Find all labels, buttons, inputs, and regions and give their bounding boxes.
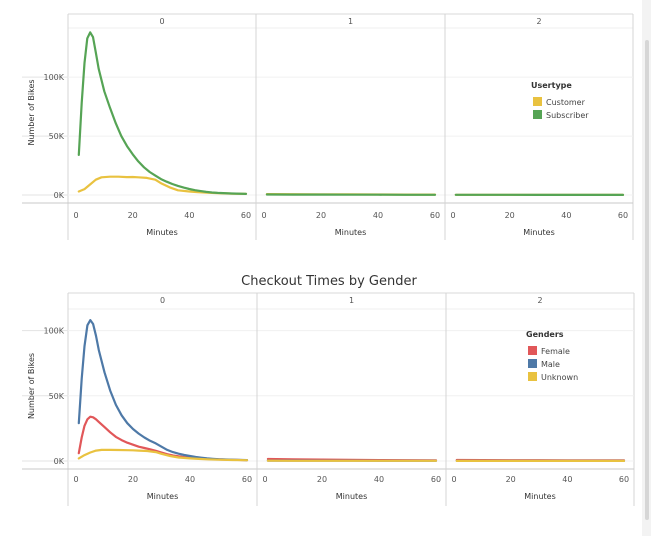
legend-title: Usertype — [531, 81, 572, 90]
x-axis-label: Minutes — [523, 228, 555, 237]
y-tick-label: 0K — [54, 191, 65, 200]
x-tick-label: 0 — [73, 475, 78, 484]
x-tick-label: 20 — [505, 211, 515, 220]
y-tick-label: 0K — [54, 457, 65, 466]
x-tick-label: 20 — [317, 475, 327, 484]
legend-label-unknown: Unknown — [541, 373, 578, 382]
y-tick-label: 100K — [43, 327, 64, 336]
legend-swatch-customer — [533, 97, 542, 106]
legend-swatch-female — [528, 346, 537, 355]
x-axis-label: Minutes — [146, 228, 178, 237]
legend-swatch-unknown — [528, 372, 537, 381]
x-tick-label: 60 — [431, 475, 441, 484]
x-axis-label: Minutes — [147, 492, 179, 501]
x-tick-label: 40 — [562, 475, 572, 484]
panel-header-1: 1 — [349, 296, 354, 305]
x-tick-label: 40 — [374, 475, 384, 484]
series-line-unknown — [77, 448, 249, 462]
x-axis-label: Minutes — [335, 228, 367, 237]
x-tick-label: 60 — [430, 211, 440, 220]
chart-2: Checkout Times by Gender 0K 50K 100K Number … — [22, 274, 635, 506]
x-tick-label: 60 — [619, 475, 629, 484]
y-axis-label: Number of Bikes — [27, 79, 36, 145]
chart-title: Checkout Times by Gender — [241, 274, 417, 289]
x-tick-label: 20 — [128, 475, 138, 484]
series-line-male — [77, 319, 249, 462]
legend: Usertype Customer Subscriber — [531, 81, 589, 120]
legend: Genders Female Male Unknown — [526, 330, 578, 382]
x-axis-label: Minutes — [524, 492, 556, 501]
x-tick-label: 0 — [450, 211, 455, 220]
x-tick-label: 20 — [316, 211, 326, 220]
panel-header-1: 1 — [348, 17, 353, 26]
x-tick-label: 0 — [261, 211, 266, 220]
legend-swatch-male — [528, 359, 537, 368]
y-tick-label: 50K — [49, 132, 65, 141]
x-axis-label: Minutes — [336, 492, 368, 501]
x-tick-label: 40 — [184, 211, 194, 220]
panel-header-0: 0 — [159, 17, 164, 26]
x-tick-label: 20 — [128, 211, 138, 220]
x-tick-label: 60 — [618, 211, 628, 220]
x-tick-label: 60 — [242, 475, 252, 484]
legend-label-male: Male — [541, 360, 560, 369]
y-tick-label: 100K — [43, 73, 64, 82]
legend-swatch-subscriber — [533, 110, 542, 119]
x-tick-label: 40 — [185, 475, 195, 484]
scrollbar-thumb[interactable] — [645, 40, 649, 520]
y-axis-label: Number of Bikes — [27, 353, 36, 419]
x-tick-label: 0 — [451, 475, 456, 484]
legend-title: Genders — [526, 330, 564, 339]
legend-label-customer: Customer — [546, 98, 586, 107]
x-tick-label: 20 — [506, 475, 516, 484]
legend-label-subscriber: Subscriber — [546, 111, 589, 120]
x-tick-label: 40 — [561, 211, 571, 220]
y-tick-label: 50K — [49, 392, 65, 401]
x-tick-label: 60 — [241, 211, 251, 220]
panel-header-2: 2 — [536, 17, 541, 26]
x-tick-label: 0 — [262, 475, 267, 484]
series-line-subscriber — [77, 31, 248, 195]
panel-header-0: 0 — [160, 296, 165, 305]
x-tick-label: 40 — [373, 211, 383, 220]
panel-header-2: 2 — [537, 296, 542, 305]
legend-label-female: Female — [541, 347, 570, 356]
x-tick-label: 0 — [73, 211, 78, 220]
